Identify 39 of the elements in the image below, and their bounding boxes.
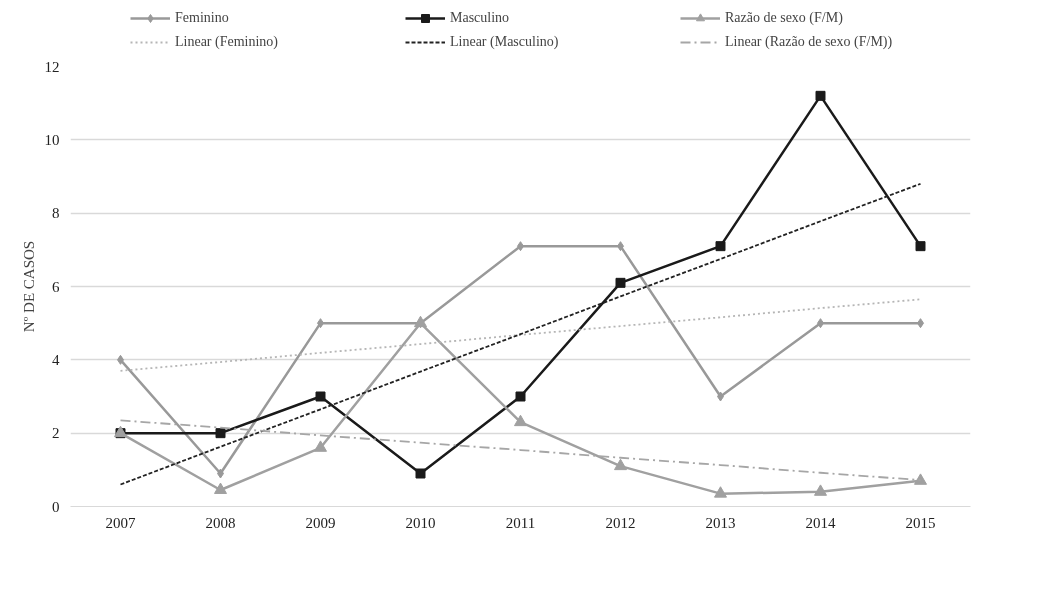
point [914,473,927,485]
x-tick-label: 2011 [505,514,536,531]
x-tick-label: 2015 [905,514,936,531]
legend-label: Linear (Razão de sexo (F/M)) [725,34,894,50]
y-tick-label: 2 [52,425,60,442]
y-axis-title: Nº DE CASOS [20,240,37,333]
point [815,90,826,101]
line-series [119,298,922,372]
point [715,241,726,252]
legend-label: Linear (Masculino) [450,34,560,50]
point [614,458,627,471]
x-tick-label: 2009 [305,514,336,531]
point [315,391,326,402]
legend-label: Feminino [175,10,230,26]
point [714,486,727,498]
x-tick-label: 2010 [405,514,436,531]
point [415,468,426,479]
point [615,277,626,288]
legend-label: Razão de sexo (F/M) [725,10,844,26]
y-tick-label: 12 [44,58,60,75]
x-tick-label: 2013 [705,514,736,531]
x-tick-label: 2014 [805,514,836,531]
x-tick-label: 2012 [605,514,636,531]
legend-label: Linear (Feminino) [175,34,280,50]
y-tick-label: 8 [52,205,60,222]
point [515,391,526,402]
y-tick-label: 0 [52,498,60,515]
point [915,241,926,252]
point [214,482,227,494]
legend-label: Masculino [450,10,511,26]
y-tick-label: 4 [52,351,60,368]
y-tick-label: 6 [52,278,60,295]
point [814,484,827,496]
y-tick-label: 10 [44,131,60,148]
point [514,414,527,427]
x-tick-label: 2007 [105,514,136,531]
point [215,428,226,439]
x-tick-label: 2008 [205,514,236,531]
point [314,440,327,452]
